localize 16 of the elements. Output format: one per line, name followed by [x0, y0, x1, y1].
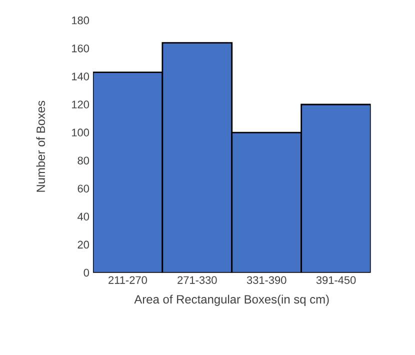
y-tick-label: 40 [78, 212, 90, 221]
x-axis-title: Area of Rectangular Boxes(in sq cm) [134, 294, 329, 306]
y-tick-label: 120 [72, 100, 90, 108]
x-tick-label: 331-390 [246, 276, 286, 284]
x-tick-label: 271-330 [178, 276, 217, 284]
y-tick-label: 180 [72, 16, 90, 24]
y-tick-label: 80 [78, 156, 90, 164]
x-tick-label: 391-450 [316, 276, 356, 284]
y-tick-label: 60 [78, 184, 90, 193]
x-tick-label: 211-270 [108, 276, 147, 284]
y-axis-title: Number of Boxes [36, 100, 46, 192]
y-tick-label: 140 [72, 72, 90, 80]
y-tick-label: 100 [72, 128, 90, 136]
y-tick-label: 160 [72, 44, 90, 52]
y-tick-label: 0 [84, 268, 90, 277]
y-tick-label: 20 [78, 240, 90, 249]
